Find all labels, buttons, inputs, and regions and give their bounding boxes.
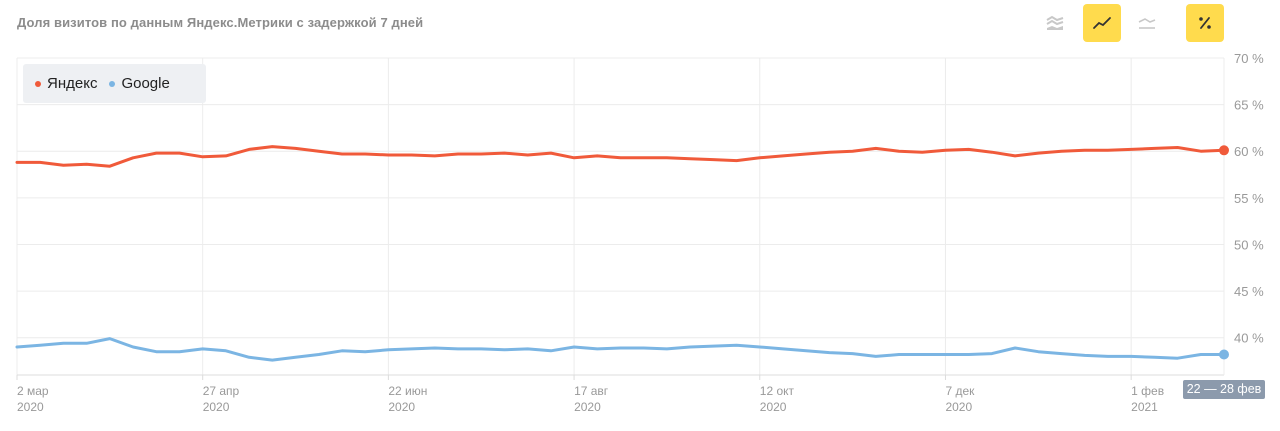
x-tick-label: 22 июн xyxy=(388,384,427,398)
series-line-yandex xyxy=(15,145,1226,168)
x-tick-label: 1 фев xyxy=(1131,384,1164,398)
y-tick-label: 40 % xyxy=(1234,331,1264,346)
selected-range-badge: 22 — 28 фев xyxy=(1183,380,1265,399)
area-view-button[interactable] xyxy=(1128,4,1166,42)
series-endpoint-yandex xyxy=(1219,145,1229,156)
x-axis-ticks: 2 мар 2020 27 апр 2020 22 июн 2020 17 авг 2020 1… xyxy=(16,375,1164,414)
x-tick-year: 2020 xyxy=(574,400,601,414)
chart-legend: Яндекс Google xyxy=(23,64,206,103)
chart-title: Доля визитов по данным Яндекс.Метрики с … xyxy=(17,15,424,30)
y-tick-label: 70 % xyxy=(1234,51,1264,66)
percent-icon xyxy=(1199,17,1211,29)
y-tick-label: 50 % xyxy=(1234,237,1264,252)
legend-label-google: Google xyxy=(121,75,170,92)
series-endpoint-google xyxy=(1219,349,1229,360)
x-tick-label: 2 мар xyxy=(17,384,49,398)
legend-dot-google xyxy=(109,80,116,87)
stacked-area-view-button[interactable] xyxy=(1036,4,1074,42)
area-chart-icon xyxy=(1138,18,1156,29)
x-tick-year: 2020 xyxy=(203,400,230,414)
y-tick-label: 45 % xyxy=(1234,284,1264,299)
x-tick-year: 2020 xyxy=(760,400,787,414)
legend-item-yandex[interactable]: Яндекс xyxy=(35,75,97,92)
x-tick-year: 2021 xyxy=(1131,400,1158,414)
chart-grid xyxy=(16,57,1225,376)
x-tick-label: 17 авг xyxy=(574,384,609,398)
stacked-area-icon xyxy=(1046,15,1064,30)
percent-toggle-button[interactable] xyxy=(1186,4,1224,42)
y-axis-ticks: 70 % 65 % 60 % 55 % 50 % 45 % 40 % xyxy=(1234,51,1264,346)
x-tick-label: 12 окт xyxy=(760,384,795,398)
line-view-button[interactable] xyxy=(1083,4,1121,42)
series-line-google xyxy=(15,337,1226,362)
line-chart-icon xyxy=(1093,17,1111,29)
x-tick-year: 2020 xyxy=(945,400,972,414)
y-tick-label: 65 % xyxy=(1234,98,1264,113)
y-tick-label: 55 % xyxy=(1234,191,1264,206)
y-tick-label: 60 % xyxy=(1234,144,1264,159)
legend-dot-yandex xyxy=(35,80,41,87)
legend-item-google[interactable]: Google xyxy=(109,75,170,92)
x-tick-label: 27 апр xyxy=(203,384,240,398)
chart-series xyxy=(15,145,1229,362)
legend-label-yandex: Яндекс xyxy=(47,75,98,92)
x-tick-year: 2020 xyxy=(388,400,415,414)
x-tick-label: 7 дек xyxy=(945,384,975,398)
x-tick-year: 2020 xyxy=(17,400,44,414)
